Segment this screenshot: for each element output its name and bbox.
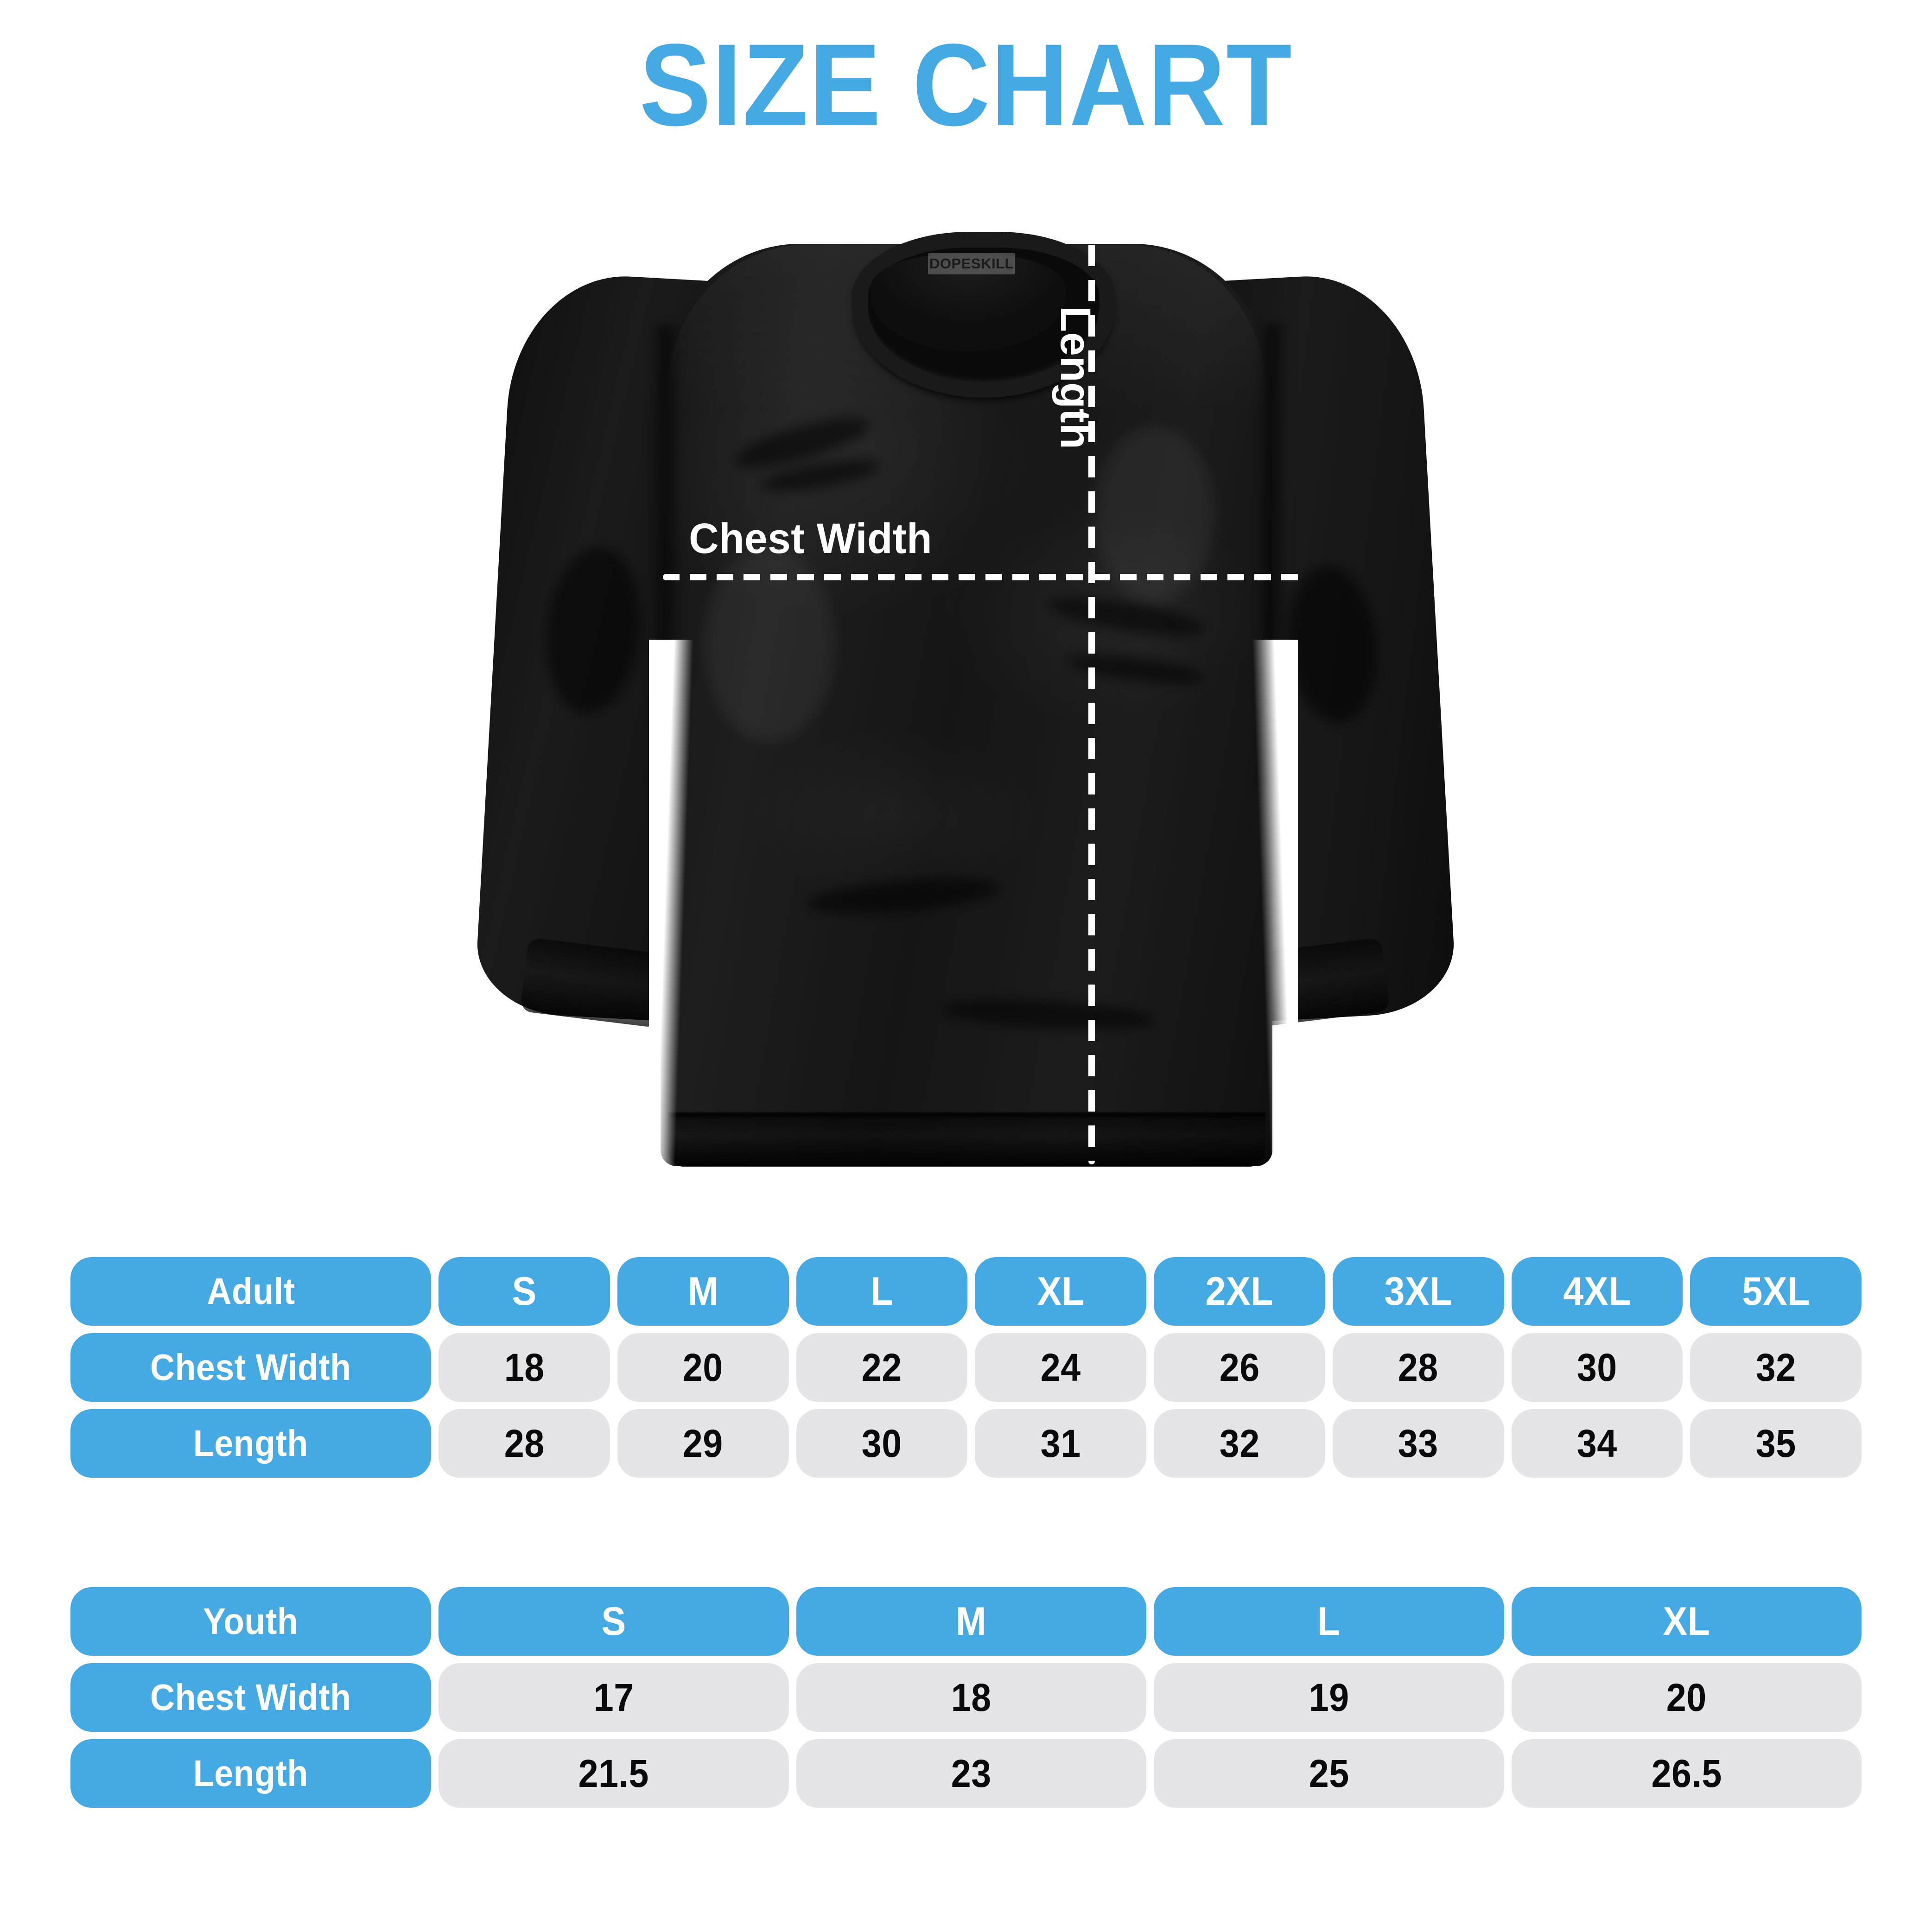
table-row-header: Adult S M L XL 2XL 3XL 4XL 5XL bbox=[70, 1257, 1862, 1326]
table-row: Length 28 29 30 31 32 33 34 35 bbox=[70, 1409, 1862, 1478]
youth-length-m: 23 bbox=[796, 1739, 1146, 1808]
youth-size-table: Youth S M L XL Chest Width 17 18 19 20 L… bbox=[70, 1587, 1862, 1808]
youth-chest-xl: 20 bbox=[1511, 1663, 1862, 1732]
adult-length-2xl: 32 bbox=[1154, 1409, 1325, 1478]
adult-length-label: Length bbox=[70, 1409, 431, 1478]
adult-size-m: M bbox=[617, 1257, 789, 1326]
adult-chest-l: 22 bbox=[796, 1333, 968, 1402]
highlight bbox=[1094, 426, 1214, 603]
adult-length-m: 29 bbox=[617, 1409, 789, 1478]
adult-chest-2xl: 26 bbox=[1154, 1333, 1325, 1402]
adult-length-l: 30 bbox=[796, 1409, 968, 1478]
neck-tag: DOPESKILL bbox=[928, 253, 1015, 274]
youth-chest-m: 18 bbox=[796, 1663, 1146, 1732]
adult-length-5xl: 35 bbox=[1690, 1409, 1862, 1478]
length-label: Length bbox=[1052, 306, 1099, 450]
adult-size-5xl: 5XL bbox=[1690, 1257, 1862, 1326]
youth-chest-s: 17 bbox=[439, 1663, 789, 1732]
adult-size-table: Adult S M L XL 2XL 3XL 4XL 5XL Chest Wid… bbox=[70, 1257, 1862, 1478]
adult-chest-xl: 24 bbox=[975, 1333, 1146, 1402]
adult-size-s: S bbox=[439, 1257, 610, 1326]
adult-header-cell: Adult bbox=[70, 1257, 431, 1326]
adult-chest-3xl: 28 bbox=[1332, 1333, 1504, 1402]
neck-tag-label: DOPESKILL bbox=[929, 255, 1014, 272]
adult-length-s: 28 bbox=[439, 1409, 610, 1478]
bottom-hem bbox=[667, 1112, 1265, 1167]
adult-chest-m: 20 bbox=[617, 1333, 789, 1402]
adult-length-xl: 31 bbox=[975, 1409, 1146, 1478]
garment-illustration: DOPESKILL bbox=[408, 185, 1530, 1228]
chest-width-dashed-line bbox=[663, 574, 1303, 580]
youth-size-s: S bbox=[439, 1587, 789, 1656]
youth-size-xl: XL bbox=[1511, 1587, 1862, 1656]
adult-header-label: Adult bbox=[206, 1271, 295, 1312]
youth-chest-l: 19 bbox=[1154, 1663, 1504, 1732]
youth-length-s: 21.5 bbox=[439, 1739, 789, 1808]
table-row: Length 21.5 23 25 26.5 bbox=[70, 1739, 1862, 1808]
hem-stitch-line bbox=[670, 1113, 1264, 1117]
youth-header-label: Youth bbox=[203, 1601, 299, 1642]
adult-chest-5xl: 32 bbox=[1690, 1333, 1862, 1402]
adult-size-2xl: 2XL bbox=[1154, 1257, 1325, 1326]
adult-length-4xl: 34 bbox=[1511, 1409, 1683, 1478]
youth-length-l: 25 bbox=[1154, 1739, 1504, 1808]
youth-size-l: L bbox=[1154, 1587, 1504, 1656]
youth-size-m: M bbox=[796, 1587, 1146, 1656]
chest-width-label: Chest Width bbox=[689, 515, 933, 562]
table-row: Chest Width 17 18 19 20 bbox=[70, 1663, 1862, 1732]
page-title: SIZE CHART bbox=[639, 20, 1293, 150]
youth-length-xl: 26.5 bbox=[1511, 1739, 1862, 1808]
adult-size-3xl: 3XL bbox=[1332, 1257, 1504, 1326]
adult-size-4xl: 4XL bbox=[1511, 1257, 1683, 1326]
adult-length-3xl: 33 bbox=[1332, 1409, 1504, 1478]
adult-chest-width-label: Chest Width bbox=[70, 1333, 431, 1402]
youth-header-cell: Youth bbox=[70, 1587, 431, 1656]
body-taper-right bbox=[1238, 640, 1298, 1168]
youth-chest-width-label: Chest Width bbox=[70, 1663, 431, 1732]
table-row: Chest Width 18 20 22 24 26 28 30 32 bbox=[70, 1333, 1862, 1402]
length-dashed-line bbox=[1088, 210, 1095, 1164]
youth-length-label: Length bbox=[70, 1739, 431, 1808]
table-row-header: Youth S M L XL bbox=[70, 1587, 1862, 1656]
adult-size-xl: XL bbox=[975, 1257, 1146, 1326]
adult-chest-4xl: 30 bbox=[1511, 1333, 1683, 1402]
body-taper-left bbox=[649, 640, 705, 1168]
adult-size-l: L bbox=[796, 1257, 968, 1326]
adult-chest-s: 18 bbox=[439, 1333, 610, 1402]
